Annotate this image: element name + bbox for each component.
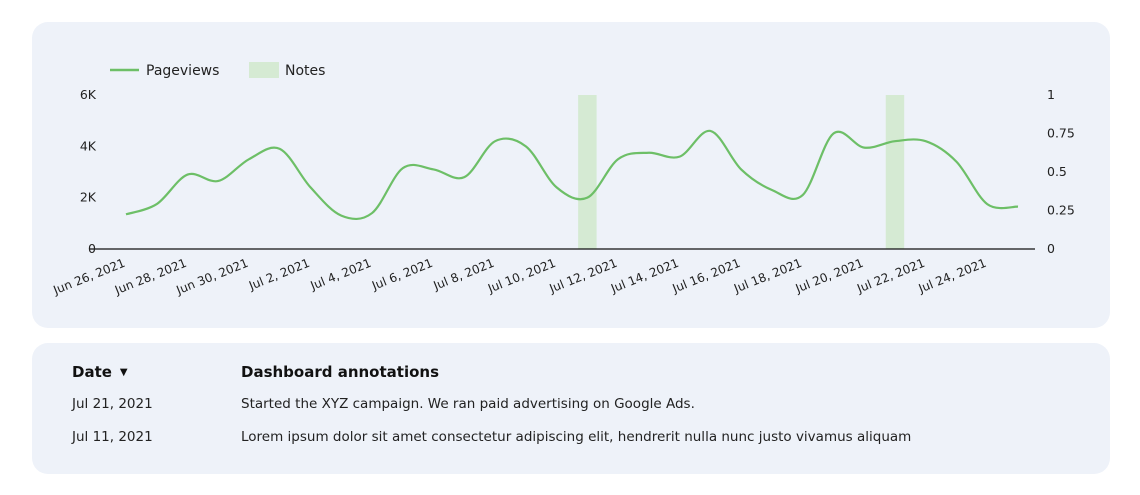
x-tick-label: Jul 8, 2021 [431,256,497,293]
y-right-tick-label: 0.5 [1047,164,1067,179]
x-tick-label: Jul 20, 2021 [793,256,866,296]
date-column-header[interactable]: Date ▼ [72,363,128,381]
y-right-tick-label: 0.75 [1047,126,1075,141]
x-tick-label: Jul 12, 2021 [547,256,620,296]
table-row: Jul 11, 2021 Lorem ipsum dolor sit amet … [32,429,1110,453]
x-tick-label: Jul 6, 2021 [369,256,435,293]
row-date: Jul 11, 2021 [72,429,153,445]
x-tick-label: Jul 4, 2021 [308,256,374,293]
y-left-tick-label: 0 [88,241,96,256]
x-tick-label: Jul 2, 2021 [246,256,312,293]
date-header-label: Date [72,363,112,381]
y-right-tick-label: 1 [1047,87,1055,102]
x-tick-label: Jul 22, 2021 [854,256,927,296]
chart-card: 0 2K 4K 6K 0 0.25 0.5 0.75 1 Jun 26, 2021 Jun 28, … [32,22,1110,328]
row-date: Jul 21, 2021 [72,396,153,412]
y-left-tick-label: 2K [80,190,97,205]
notes-bar [578,95,597,249]
x-tick-label: Jul 16, 2021 [670,256,743,296]
x-tick-label: Jul 10, 2021 [485,256,558,296]
notes-bar [885,95,905,249]
row-annotation: Started the XYZ campaign. We ran paid ad… [241,396,695,412]
pageviews-series-line [125,129,1019,221]
annotations-table: Date ▼ Dashboard annotations Jul 21, 2021… [32,343,1110,474]
legend-notes-label: Notes [285,63,325,79]
y-right-tick-label: 0 [1047,241,1055,256]
legend-pageviews-label: Pageviews [146,63,219,79]
legend-notes-swatch [249,62,279,78]
x-tick-label: Jul 18, 2021 [731,256,804,296]
x-tick-label: Jul 24, 2021 [916,256,989,296]
table-row: Jul 21, 2021 Started the XYZ campaign. W… [32,396,1110,420]
annotations-column-header[interactable]: Dashboard annotations [241,363,440,381]
caret-down-icon[interactable]: ▼ [119,367,128,378]
y-left-tick-label: 4K [80,138,97,153]
x-tick-label: Jul 14, 2021 [608,256,681,296]
row-annotation: Lorem ipsum dolor sit amet consectetur a… [241,429,912,445]
y-right-tick-label: 0.25 [1047,203,1075,218]
y-left-tick-label: 6K [80,87,97,102]
